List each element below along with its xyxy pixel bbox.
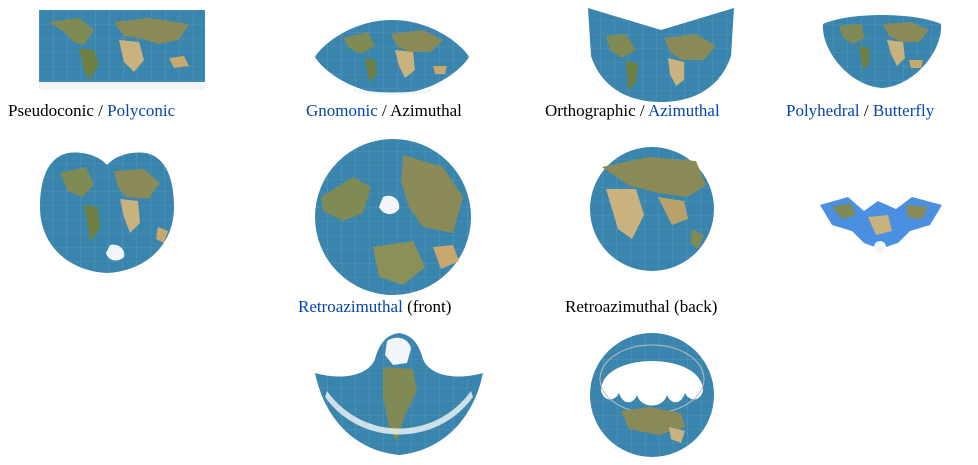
polyconic-link[interactable]: Polyconic bbox=[107, 101, 176, 120]
caption-gnomonic-azimuthal: Gnomonic / Azimuthal bbox=[306, 101, 462, 121]
caption-separator: / bbox=[377, 101, 391, 120]
butterfly-map bbox=[818, 195, 944, 255]
caption-retroazimuthal-back-text: Retroazimuthal (back) bbox=[565, 297, 718, 316]
retroazimuthal-front-map bbox=[313, 331, 485, 457]
caption-separator: / bbox=[635, 101, 648, 120]
polyhedral-link[interactable]: Polyhedral bbox=[786, 101, 860, 120]
caption-retroazimuthal-front: Retroazimuthal (front) bbox=[298, 297, 451, 317]
american-polyconic-map bbox=[38, 149, 176, 275]
caption-separator: / bbox=[93, 101, 108, 120]
conic-map bbox=[586, 6, 736, 104]
caption-orthographic-azimuthal: Orthographic / Azimuthal bbox=[545, 101, 720, 121]
caption-azimuthal-text: Azimuthal bbox=[390, 101, 462, 120]
caption-orthographic-text: Orthographic bbox=[545, 101, 636, 120]
sinusoidal-map bbox=[313, 18, 471, 96]
caption-pseudoconic-text: Pseudoconic bbox=[8, 101, 94, 120]
caption-pseudoconic-polyconic: Pseudoconic / Polyconic bbox=[8, 101, 175, 121]
orthographic-globe-map bbox=[588, 145, 716, 273]
bonne-map bbox=[819, 10, 945, 90]
retroazimuthal-link[interactable]: Retroazimuthal bbox=[298, 297, 403, 316]
butterfly-link[interactable]: Butterfly bbox=[872, 101, 935, 120]
caption-front-text: (front) bbox=[402, 297, 452, 316]
gnomonic-azimuthal-map bbox=[313, 137, 473, 297]
equirectangular-map bbox=[39, 10, 205, 90]
caption-polyhedral-butterfly: Polyhedral / Butterfly bbox=[786, 101, 934, 121]
caption-separator: / bbox=[859, 101, 873, 120]
retroazimuthal-back-map bbox=[589, 331, 715, 459]
azimuthal-link[interactable]: Azimuthal bbox=[647, 101, 720, 120]
gnomonic-link[interactable]: Gnomonic bbox=[306, 101, 378, 120]
caption-retroazimuthal-back: Retroazimuthal (back) bbox=[565, 297, 717, 317]
